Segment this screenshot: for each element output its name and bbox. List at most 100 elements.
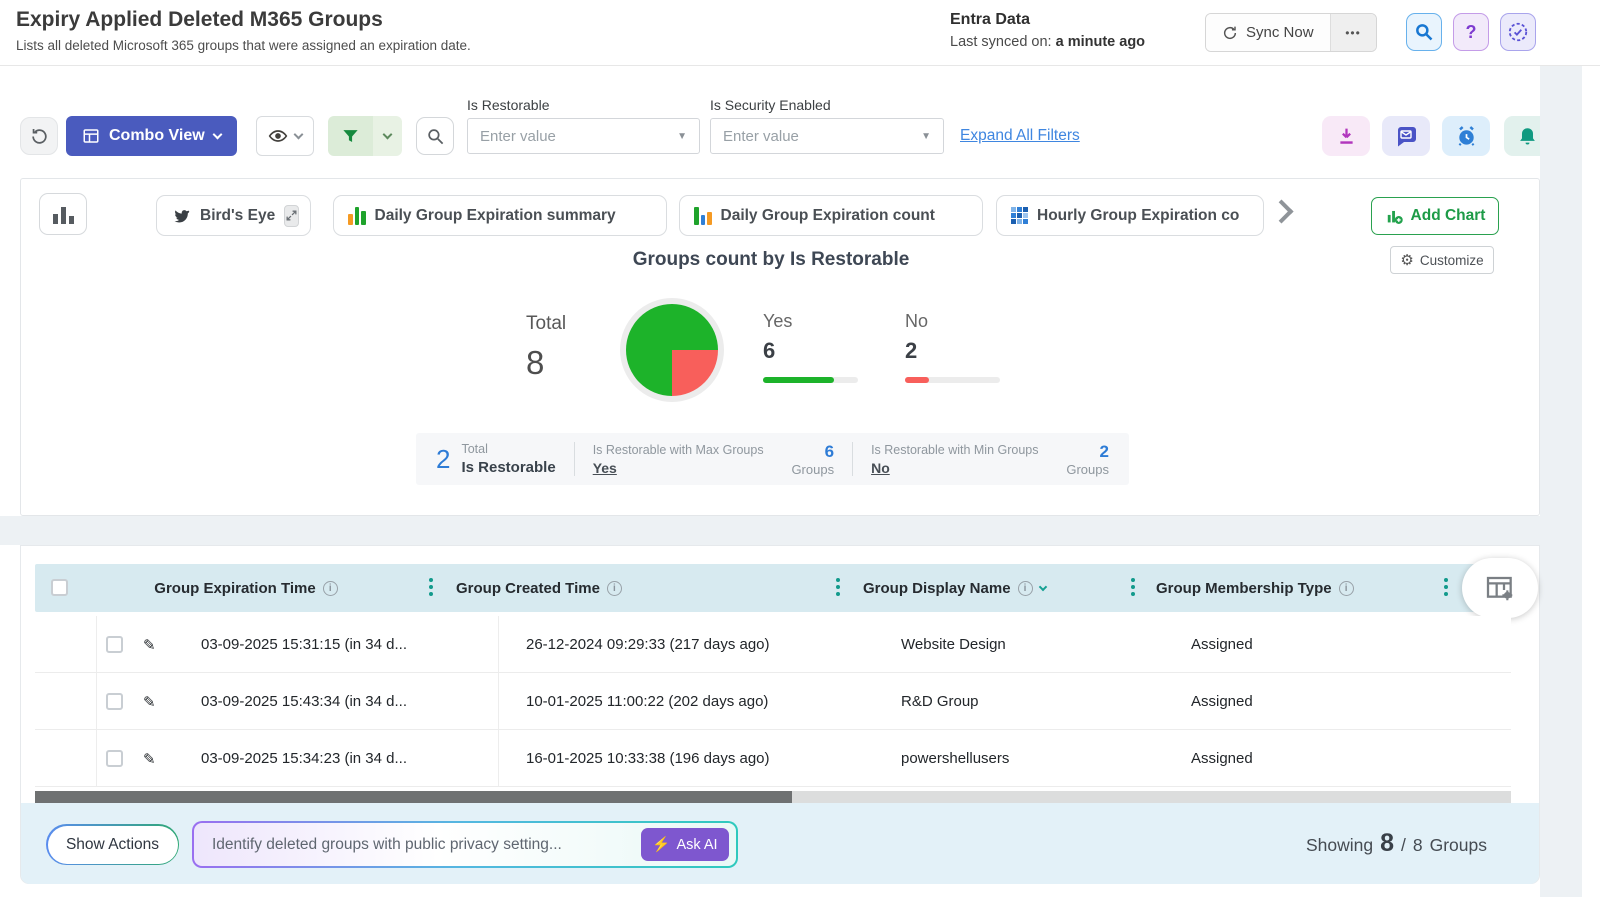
filter-split-button[interactable] [328, 116, 402, 156]
table-row[interactable]: ✎ 03-09-2025 15:43:34 (in 34 d... 10-01-… [35, 673, 1511, 730]
legend-bar-yes [763, 377, 858, 383]
total-count: 8 [1412, 835, 1423, 855]
add-chart-button[interactable]: Add Chart [1371, 197, 1499, 235]
chart-type-button[interactable] [39, 193, 87, 235]
tab-hourly-expiration-count[interactable]: Hourly Group Expiration co [996, 195, 1264, 236]
column-header-created-time[interactable]: Group Created Time i [456, 564, 622, 612]
info-icon: i [1017, 580, 1033, 596]
chart-total: Total 8 [526, 313, 567, 381]
bar-chart-icon [348, 206, 366, 225]
row-checkbox[interactable] [106, 693, 123, 710]
combo-view-icon [82, 127, 100, 145]
select-caret-icon: ▼ [677, 130, 687, 142]
column-menu-icon[interactable] [429, 578, 433, 596]
panel-gap [0, 516, 1540, 545]
app-header: Expiry Applied Deleted M365 Groups Lists… [0, 0, 1600, 66]
column-header-display-name[interactable]: Group Display Name i [863, 564, 1047, 612]
tab-birds-eye[interactable]: Bird's Eye [156, 195, 311, 236]
expand-all-filters-link[interactable]: Expand All Filters [960, 127, 1080, 144]
eye-icon [268, 126, 288, 146]
tab-daily-expiration-count[interactable]: Daily Group Expiration count [679, 195, 983, 236]
legend-bar-no [905, 377, 1000, 383]
add-chart-icon [1385, 207, 1404, 226]
summary-max-link[interactable]: Yes [592, 459, 617, 476]
edit-pencil-icon[interactable]: ✎ [143, 693, 156, 711]
info-icon: i [1338, 580, 1354, 596]
column-menu-icon[interactable] [1444, 578, 1448, 596]
question-icon: ? [1465, 21, 1477, 42]
chevron-down-icon [212, 129, 223, 140]
undo-refresh-icon [30, 127, 49, 146]
right-gutter [1540, 66, 1582, 897]
divider [852, 442, 854, 476]
cell-display-name: Website Design [901, 636, 1006, 653]
tabs-scroll-right-button[interactable] [1269, 199, 1294, 224]
is-restorable-filter-select[interactable]: Enter value ▼ [467, 118, 700, 154]
sync-status: Entra Data Last synced on: a minute ago [950, 9, 1145, 53]
column-header-membership-type[interactable]: Group Membership Type i [1156, 564, 1354, 612]
show-actions-button[interactable]: Show Actions [46, 824, 179, 865]
filter-dropdown-toggle[interactable] [373, 116, 402, 156]
edit-pencil-icon[interactable]: ✎ [143, 636, 156, 654]
chat-envelope-icon [1394, 124, 1418, 148]
page-subtitle: Lists all deleted Microsoft 365 groups t… [16, 38, 471, 53]
cell-display-name: powershellusers [901, 750, 1010, 767]
summary-total-value: 2 [436, 443, 451, 474]
customize-button[interactable]: ⚙ Customize [1390, 246, 1494, 274]
schedule-alarm-button[interactable] [1442, 116, 1490, 156]
cell-expiration-time: 03-09-2025 15:34:23 (in 34 d... [201, 750, 407, 767]
bar-chart-icon [52, 214, 58, 224]
sort-chevron-icon[interactable] [1038, 582, 1047, 591]
bar-chart-icon [694, 206, 712, 225]
gear-icon: ⚙ [1400, 252, 1414, 269]
column-header-expiration-time[interactable]: Group Expiration Time i [96, 564, 396, 612]
ai-prompt-input[interactable] [194, 835, 736, 854]
filter-funnel-icon[interactable] [328, 116, 373, 156]
cell-display-name: R&D Group [901, 693, 979, 710]
legend-no: No 2 [905, 311, 1000, 383]
view-mode-dropdown[interactable]: Combo View [66, 116, 237, 156]
page-title: Expiry Applied Deleted M365 Groups [16, 8, 383, 31]
horizontal-scrollbar[interactable] [35, 791, 1511, 803]
alarm-clock-icon [1455, 125, 1478, 148]
is-security-enabled-filter-select[interactable]: Enter value ▼ [710, 118, 944, 154]
row-checkbox[interactable] [106, 750, 123, 767]
shown-count: 8 [1380, 829, 1394, 857]
sync-more-button[interactable]: ••• [1329, 14, 1376, 51]
column-menu-icon[interactable] [1131, 578, 1135, 596]
view-options-button[interactable] [256, 116, 314, 156]
message-feedback-button[interactable] [1382, 116, 1430, 156]
tab-daily-expiration-summary[interactable]: Daily Group Expiration summary [333, 195, 667, 236]
column-menu-icon[interactable] [836, 578, 840, 596]
ellipsis-icon: ••• [1345, 25, 1361, 40]
row-checkbox[interactable] [106, 636, 123, 653]
chart-panel: Bird's Eye Daily Group Expiration summar… [20, 178, 1540, 516]
chevron-down-icon [382, 129, 393, 140]
table-row[interactable]: ✎ 03-09-2025 15:31:15 (in 34 d... 26-12-… [35, 616, 1511, 673]
bell-icon [1517, 126, 1538, 147]
table-row[interactable]: ✎ 03-09-2025 15:34:23 (in 34 d... 16-01-… [35, 730, 1511, 787]
refresh-report-button[interactable] [20, 117, 58, 155]
quick-filter-label: Is Restorable [467, 97, 550, 113]
sync-now-button[interactable]: Sync Now [1206, 14, 1330, 51]
pie-chart[interactable] [620, 298, 724, 402]
chart-title: Groups count by Is Restorable [632, 249, 910, 270]
scrollbar-thumb[interactable] [35, 791, 792, 803]
summary-min-link[interactable]: No [871, 459, 890, 476]
search-in-report-button[interactable] [416, 117, 454, 155]
global-search-button[interactable] [1406, 13, 1442, 51]
task-status-button[interactable] [1500, 13, 1536, 51]
cell-membership-type: Assigned [1191, 750, 1253, 767]
help-button[interactable]: ? [1453, 13, 1489, 51]
row-count-status: Showing 8 / 8 Groups [1305, 829, 1487, 857]
column-chooser-button[interactable] [1462, 558, 1538, 618]
expand-icon[interactable] [284, 204, 300, 227]
edit-pencil-icon[interactable]: ✎ [143, 750, 156, 768]
export-download-button[interactable] [1322, 116, 1370, 156]
lightning-icon: ⚡ [652, 837, 671, 853]
ask-ai-button[interactable]: ⚡ Ask AI [641, 828, 729, 861]
cell-created-time: 26-12-2024 09:29:33 (217 days ago) [526, 636, 770, 653]
table-header-row: Group Expiration Time i Group Created Ti… [35, 564, 1511, 612]
chevron-down-icon [293, 129, 304, 140]
select-all-checkbox[interactable] [51, 579, 68, 596]
